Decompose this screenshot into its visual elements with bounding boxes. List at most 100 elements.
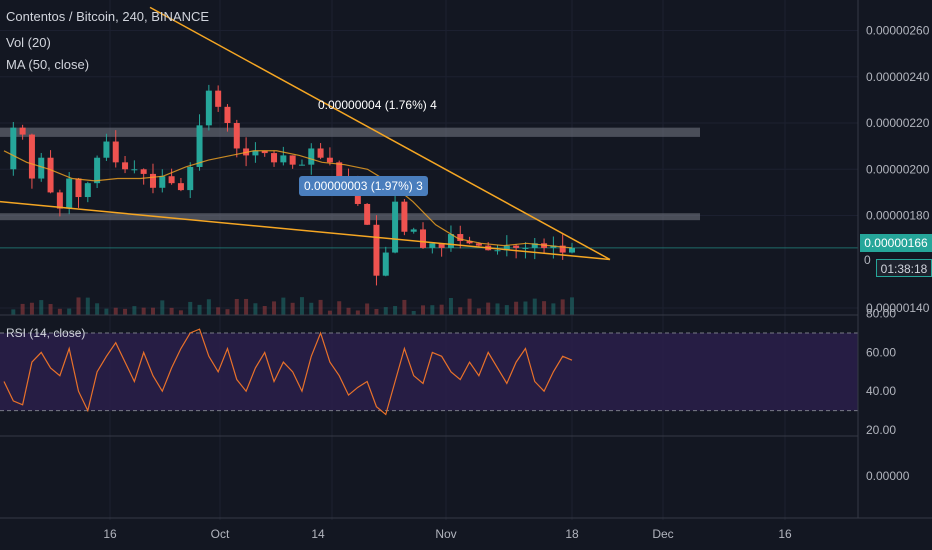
third-panel-tick-label: 0.00000 xyxy=(866,469,910,483)
volume-bar xyxy=(76,297,81,315)
candle-body xyxy=(420,229,427,248)
volume-bar xyxy=(327,310,332,315)
rsi-tick-label: 40.00 xyxy=(866,384,896,398)
volume-bar xyxy=(95,303,100,315)
candle-body xyxy=(149,173,156,188)
price-tick-label: 0.00000220 xyxy=(866,116,930,130)
volume-bar xyxy=(39,300,44,315)
candle-body xyxy=(513,245,520,248)
volume-bar xyxy=(262,305,267,315)
volume-bar xyxy=(290,302,295,315)
volume-bar xyxy=(150,307,155,315)
candle-body xyxy=(429,243,436,248)
candle-body xyxy=(187,166,194,191)
volume-bars xyxy=(11,297,574,315)
volume-bar xyxy=(29,302,34,315)
lower-measure-label: 0.00000003 (1.97%) 3 xyxy=(299,176,428,196)
candle-body xyxy=(336,162,343,177)
upper-measure-label: 0.00000004 (1.76%) 4 xyxy=(318,98,437,112)
current-price-tag: 0.00000166 xyxy=(860,234,932,252)
candle-body xyxy=(28,134,35,179)
time-tick-label: Oct xyxy=(211,527,230,541)
volume-bar xyxy=(160,300,165,315)
candle-body xyxy=(215,90,222,107)
candle-body xyxy=(326,157,333,163)
candle-body xyxy=(531,243,538,248)
volume-bar xyxy=(216,307,221,315)
candle-body xyxy=(56,192,63,209)
volume-bar xyxy=(299,297,304,315)
candle-body xyxy=(261,150,268,154)
candle-body xyxy=(457,234,464,241)
candle-body xyxy=(47,157,54,193)
candle-body xyxy=(19,127,26,135)
moving-average-line xyxy=(3,150,573,249)
candle-body xyxy=(159,176,166,188)
candle-body xyxy=(196,125,203,167)
volume-bar xyxy=(551,303,556,315)
volume-label[interactable]: Vol (20) xyxy=(6,35,51,50)
candle-body xyxy=(140,169,147,174)
candle-body xyxy=(522,247,529,249)
time-tick-label: 16 xyxy=(103,527,117,541)
candle-body xyxy=(317,148,324,158)
volume-bar xyxy=(113,307,118,315)
volume-bar xyxy=(337,301,342,315)
rsi-label[interactable]: RSI (14, close) xyxy=(6,326,86,340)
candle-body xyxy=(75,178,82,198)
price-tick-label: 0.00000240 xyxy=(866,70,930,84)
volume-bar xyxy=(169,307,174,315)
candle-body xyxy=(364,203,371,225)
volume-bar xyxy=(20,303,25,315)
candle-body xyxy=(112,141,119,163)
volume-bar xyxy=(430,305,435,315)
candle-body xyxy=(569,247,575,253)
volume-bar xyxy=(495,303,500,315)
candle-body xyxy=(131,169,138,171)
volume-bar xyxy=(448,297,453,315)
candle-countdown: 01:38:18 xyxy=(876,259,932,277)
candle-body xyxy=(466,240,473,244)
horizontal-zone xyxy=(0,213,700,221)
candle-body xyxy=(233,123,240,149)
rsi-tick-label: 60.00 xyxy=(866,345,896,359)
candle-body xyxy=(38,157,45,179)
support-resistance-zones xyxy=(0,127,858,249)
time-tick-label: 18 xyxy=(565,527,579,541)
volume-bar xyxy=(542,301,547,315)
volume-bar xyxy=(486,302,491,315)
price-tick-label: 0.00000260 xyxy=(866,24,930,38)
trendlines[interactable] xyxy=(0,6,611,261)
ma-label[interactable]: MA (50, close) xyxy=(6,57,90,72)
candle-body xyxy=(103,141,110,158)
candle-body xyxy=(66,178,73,209)
volume-bar xyxy=(570,297,574,315)
candle-body xyxy=(84,183,91,198)
price-tick-label: 0.00000140 xyxy=(866,301,930,315)
volume-bar xyxy=(504,305,509,315)
volume-bar xyxy=(281,297,286,315)
volume-bar xyxy=(458,307,463,315)
volume-bar xyxy=(467,298,472,315)
horizontal-zone xyxy=(0,127,700,137)
volume-bar xyxy=(346,307,351,315)
volume-bar xyxy=(67,308,72,315)
time-tick-label: 16 xyxy=(778,527,792,541)
candle-body xyxy=(205,90,212,126)
volume-bar xyxy=(355,310,360,315)
volume-bar xyxy=(421,305,426,315)
volume-bar xyxy=(514,301,519,315)
volume-bar xyxy=(141,307,146,315)
candle-body xyxy=(410,229,417,232)
candle-body xyxy=(494,250,501,252)
lower-trendline xyxy=(0,200,611,261)
volume-bar xyxy=(197,304,202,315)
candlesticks xyxy=(10,84,575,286)
volume-bar xyxy=(85,297,90,315)
volume-bar xyxy=(244,298,249,315)
candle-body xyxy=(177,183,184,191)
candle-body xyxy=(168,176,175,184)
time-tick-label: 14 xyxy=(311,527,325,541)
